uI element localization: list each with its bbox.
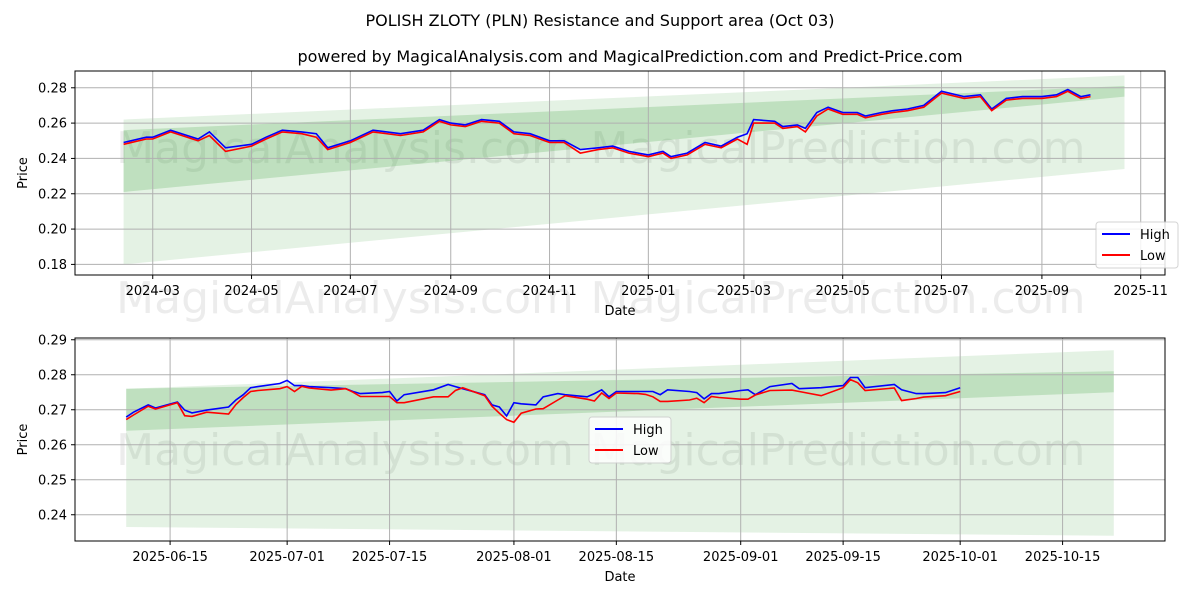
y-tick-label: 0.29 bbox=[38, 333, 67, 348]
x-tick-label: 2024-07 bbox=[323, 284, 377, 299]
chart-subtitle: powered by MagicalAnalysis.com and Magic… bbox=[297, 47, 962, 66]
chart-2: MagicalAnalysis.com MagicalPrediction.com… bbox=[16, 333, 1166, 585]
x-tick-label: 2025-10-15 bbox=[1025, 550, 1101, 565]
y-tick-label: 0.26 bbox=[38, 438, 67, 453]
y-tick-label: 0.24 bbox=[38, 152, 67, 167]
y-tick-label: 0.28 bbox=[38, 81, 67, 96]
y-tick-label: 0.25 bbox=[38, 473, 67, 488]
legend-label-high: High bbox=[633, 423, 663, 438]
series-high-line bbox=[125, 376, 961, 418]
support-resistance-band bbox=[123, 86, 1125, 192]
legend: High Low bbox=[588, 416, 672, 464]
y-tick-label: 0.28 bbox=[38, 368, 67, 383]
x-tick-label: 2025-07 bbox=[914, 284, 968, 299]
watermark: MagicalAnalysis.com bbox=[116, 425, 574, 476]
y-axis-label: Price bbox=[16, 424, 31, 456]
watermark: MagicalAnalysis.com bbox=[116, 123, 574, 174]
x-tick-label: 2025-08-01 bbox=[476, 550, 552, 565]
legend: High Low bbox=[1095, 221, 1179, 269]
x-tick-label: 2025-10-01 bbox=[922, 550, 998, 565]
x-tick-label: 2025-03 bbox=[717, 284, 771, 299]
x-tick-label: 2025-09 bbox=[1015, 284, 1069, 299]
plot-frame bbox=[74, 70, 1166, 276]
x-tick-label: 2024-11 bbox=[522, 284, 576, 299]
watermark: MagicalPrediction.com bbox=[591, 273, 1086, 324]
x-tick-label: 2025-11 bbox=[1114, 284, 1168, 299]
legend-label-low: Low bbox=[1140, 249, 1166, 264]
x-tick-label: 2024-03 bbox=[126, 284, 180, 299]
x-tick-label: 2025-08-15 bbox=[579, 550, 655, 565]
x-tick-label: 2024-05 bbox=[224, 284, 278, 299]
y-tick-label: 0.18 bbox=[38, 258, 67, 273]
watermark: MagicalAnalysis.com bbox=[116, 273, 574, 324]
series-high-line bbox=[123, 88, 1091, 158]
x-tick-label: 2025-05 bbox=[816, 284, 870, 299]
support-resistance-band bbox=[126, 371, 1114, 431]
legend-label-low: Low bbox=[633, 444, 659, 459]
x-tick-label: 2025-09-01 bbox=[703, 550, 779, 565]
plot-frame bbox=[74, 337, 1166, 542]
x-tick-label: 2025-01 bbox=[621, 284, 675, 299]
x-tick-label: 2025-06-15 bbox=[132, 550, 208, 565]
x-tick-label: 2025-07-15 bbox=[352, 550, 428, 565]
chart-1: MagicalAnalysis.com MagicalPrediction.com… bbox=[16, 70, 1179, 324]
y-tick-label: 0.22 bbox=[38, 187, 67, 202]
x-axis-label: Date bbox=[604, 304, 635, 319]
x-tick-label: 2025-07-01 bbox=[249, 550, 325, 565]
chart-title: POLISH ZLOTY (PLN) Resistance and Suppor… bbox=[366, 11, 835, 30]
x-tick-label: 2024-09 bbox=[424, 284, 478, 299]
y-axis-label: Price bbox=[16, 157, 31, 189]
x-tick-label: 2025-09-15 bbox=[805, 550, 881, 565]
y-tick-label: 0.24 bbox=[38, 508, 67, 523]
y-tick-label: 0.26 bbox=[38, 117, 67, 132]
watermark: MagicalPrediction.com bbox=[591, 425, 1086, 476]
legend-label-high: High bbox=[1140, 228, 1170, 243]
y-tick-label: 0.20 bbox=[38, 223, 67, 238]
series-low-line bbox=[123, 90, 1091, 160]
x-axis-label: Date bbox=[604, 570, 635, 585]
y-tick-label: 0.27 bbox=[38, 403, 67, 418]
watermark: MagicalPrediction.com bbox=[591, 123, 1086, 174]
series-low-line bbox=[125, 378, 961, 424]
